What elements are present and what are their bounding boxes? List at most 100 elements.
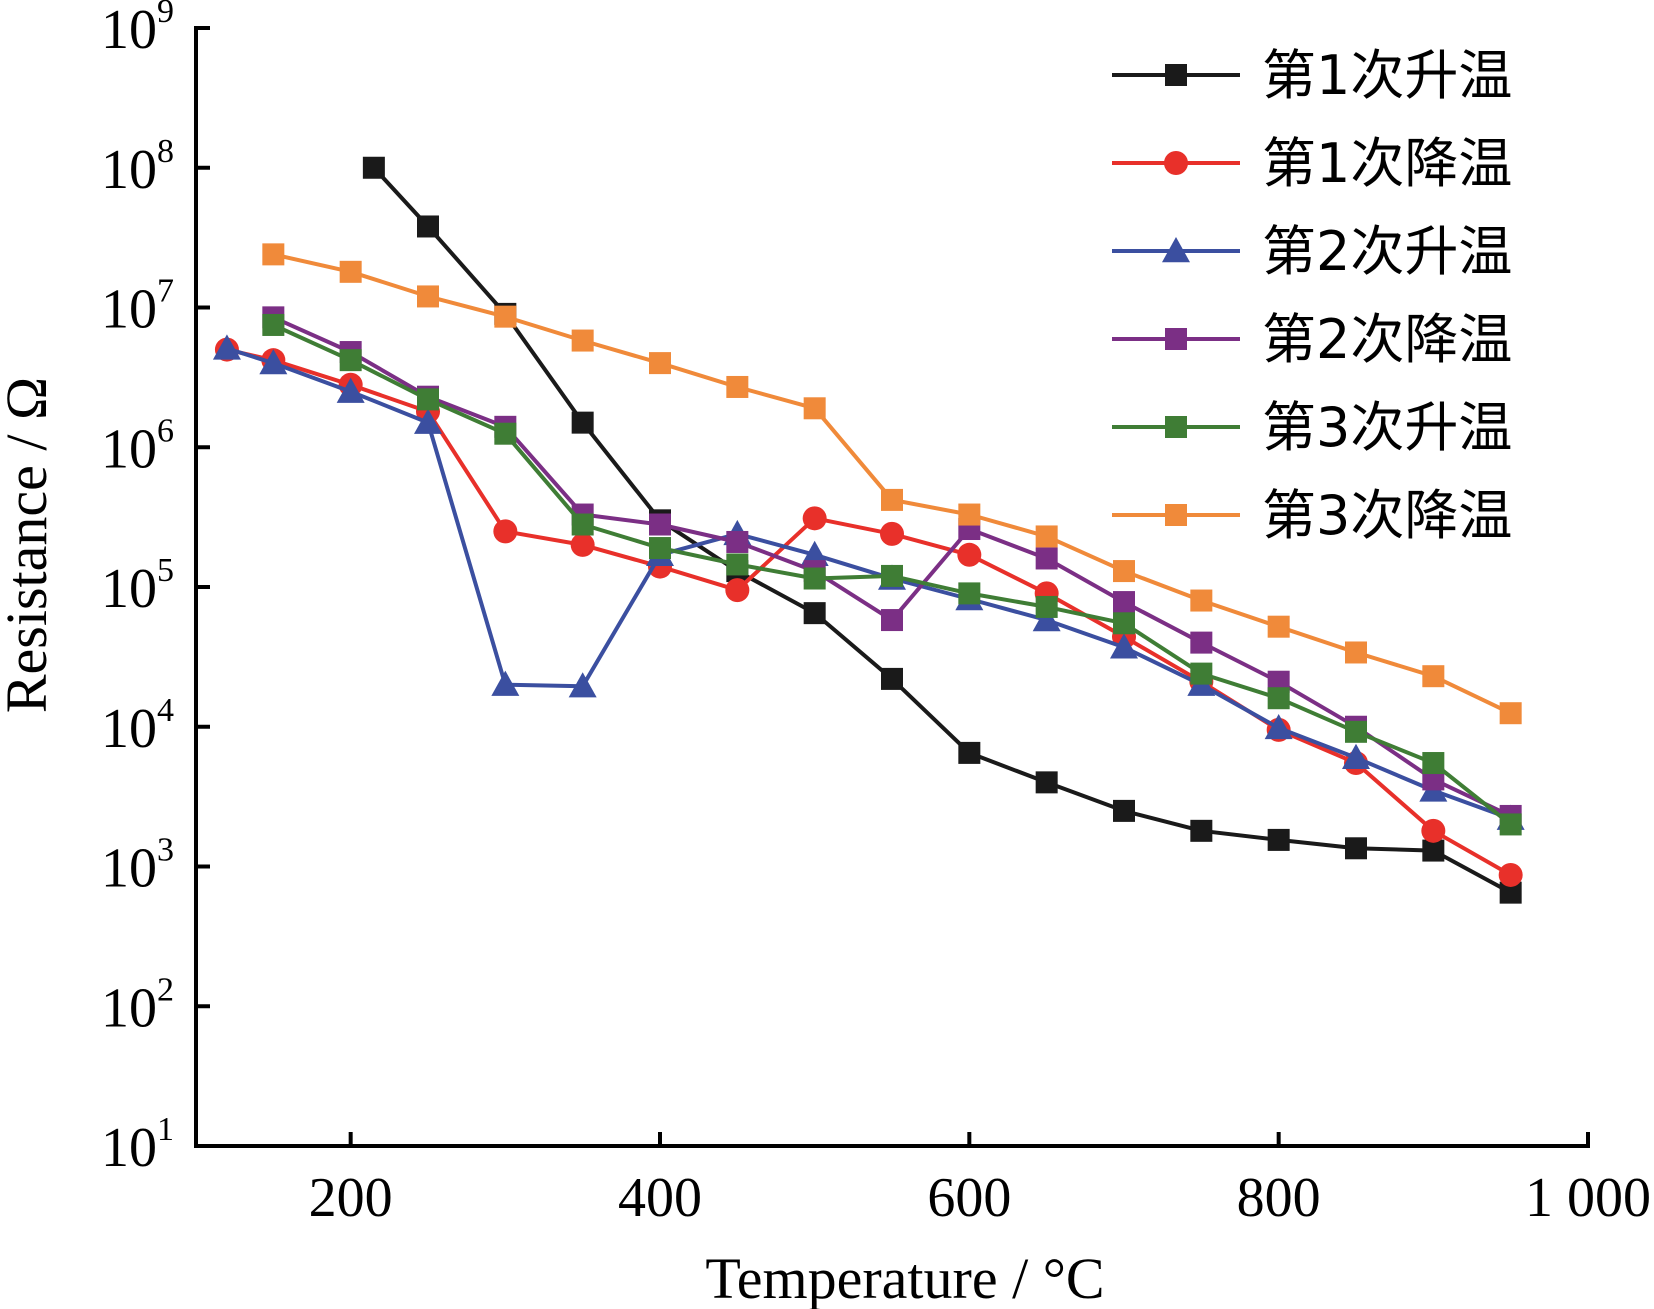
data-point xyxy=(1264,713,1293,740)
data-point xyxy=(1113,591,1135,614)
data-point xyxy=(1267,828,1290,851)
data-point xyxy=(1499,702,1522,725)
data-point xyxy=(1113,560,1135,583)
data-point xyxy=(958,741,981,764)
data-point xyxy=(958,503,981,526)
axes: 101 102 103 104 105 106 107 108 109 200 400 600 800 1… xyxy=(101,0,1651,1229)
data-point xyxy=(1190,662,1213,685)
y-tick-label: 108 xyxy=(101,133,174,201)
legend-item-1: 第1次升温 xyxy=(1112,44,1512,107)
data-point xyxy=(1422,839,1445,862)
data-point xyxy=(568,672,597,698)
data-point xyxy=(1113,612,1135,635)
data-point xyxy=(880,521,904,546)
data-point xyxy=(881,564,903,587)
x-tick-label: 1 000 xyxy=(1525,1167,1651,1229)
y-tick-label: 102 xyxy=(101,971,174,1039)
legend-marker xyxy=(1162,237,1190,263)
data-point xyxy=(262,243,285,266)
legend-label: 第2次降温 xyxy=(1262,308,1512,371)
series-1 xyxy=(362,156,1522,904)
series-line xyxy=(226,346,1512,821)
data-point xyxy=(1035,595,1058,618)
data-point xyxy=(1422,665,1445,688)
series-5 xyxy=(262,313,1522,836)
data-point xyxy=(212,334,241,360)
legend-item-6: 第3次降温 xyxy=(1112,484,1512,547)
data-point xyxy=(726,553,749,576)
data-point xyxy=(417,215,439,238)
y-tick-label: 105 xyxy=(101,552,174,620)
legend-item-2: 第1次降温 xyxy=(1112,132,1512,195)
data-point xyxy=(1267,615,1290,638)
legend-marker xyxy=(1165,416,1187,438)
axis-titles: Temperature / °C Resistance / Ω xyxy=(0,377,1105,1309)
x-axis-title: Temperature / °C xyxy=(705,1246,1104,1309)
data-point xyxy=(494,305,517,328)
data-point xyxy=(1499,813,1522,836)
data-point xyxy=(1035,547,1058,570)
legend-label: 第1次升温 xyxy=(1262,44,1512,107)
data-point xyxy=(336,377,365,403)
data-point xyxy=(726,530,749,553)
data-point xyxy=(570,532,595,557)
x-tick-label: 400 xyxy=(618,1167,702,1229)
legend-label: 第3次升温 xyxy=(1262,396,1512,459)
data-point xyxy=(1342,743,1370,769)
y-tick-label: 104 xyxy=(101,692,174,760)
data-point xyxy=(803,602,826,625)
data-point xyxy=(493,519,518,544)
x-tick-label: 200 xyxy=(309,1167,393,1229)
data-point xyxy=(417,388,439,411)
data-point xyxy=(1110,633,1138,659)
data-point xyxy=(339,260,362,283)
data-point xyxy=(1345,720,1367,743)
data-point xyxy=(726,375,749,398)
data-point xyxy=(262,313,285,336)
data-point xyxy=(1499,881,1522,904)
data-point xyxy=(1113,799,1135,822)
series-layer xyxy=(212,156,1525,904)
legend-item-4: 第2次降温 xyxy=(1112,308,1512,371)
series-line xyxy=(226,347,1512,877)
data-point xyxy=(725,578,750,603)
data-point xyxy=(1267,687,1290,710)
data-point xyxy=(803,397,826,420)
y-axis-title: Resistance / Ω xyxy=(0,377,59,713)
data-point xyxy=(414,408,442,434)
data-point xyxy=(649,513,671,536)
data-point xyxy=(1190,589,1213,612)
legend-item-3: 第2次升温 xyxy=(1112,220,1512,283)
data-point xyxy=(571,329,594,352)
data-point xyxy=(571,513,594,536)
data-point xyxy=(1190,819,1213,842)
data-point xyxy=(259,349,288,375)
y-tick-label: 101 xyxy=(101,1111,174,1179)
data-point xyxy=(1032,606,1061,632)
data-point xyxy=(802,506,827,531)
data-point xyxy=(1035,771,1058,794)
x-tick-label: 600 xyxy=(927,1167,1011,1229)
data-point xyxy=(649,352,671,375)
y-tick-label: 103 xyxy=(101,832,174,900)
legend-marker xyxy=(1165,504,1187,526)
data-point xyxy=(1035,525,1058,548)
data-point xyxy=(881,488,903,511)
data-point xyxy=(491,670,520,696)
legend-label: 第3次降温 xyxy=(1262,484,1512,547)
data-point xyxy=(494,422,517,445)
legend-marker xyxy=(1164,151,1188,175)
legend-marker xyxy=(1165,64,1187,86)
data-point xyxy=(957,542,982,567)
data-point xyxy=(1345,641,1367,664)
data-point xyxy=(339,349,362,372)
data-point xyxy=(1345,837,1367,860)
data-point xyxy=(803,567,826,590)
legend-label: 第1次降温 xyxy=(1262,132,1512,195)
data-point xyxy=(800,540,829,566)
data-point xyxy=(1498,862,1523,887)
legend-marker xyxy=(1165,328,1187,350)
legend-item-5: 第3次升温 xyxy=(1112,396,1512,459)
